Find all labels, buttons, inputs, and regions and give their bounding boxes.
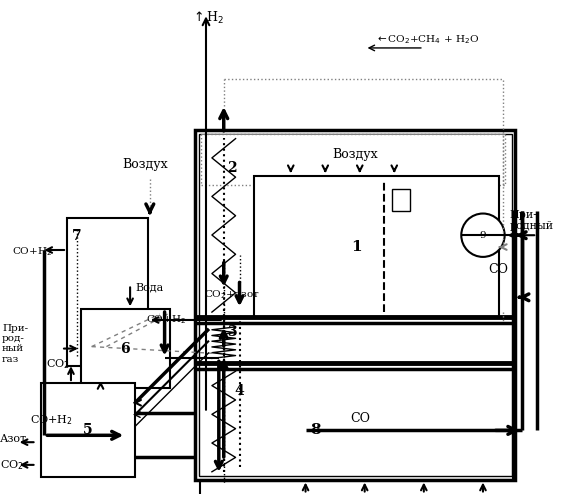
Text: 2: 2 xyxy=(226,161,237,175)
Bar xyxy=(209,309,270,472)
Text: 6: 6 xyxy=(120,342,130,355)
Text: CO+H$_2$: CO+H$_2$ xyxy=(12,246,52,258)
Text: 8: 8 xyxy=(310,424,321,438)
Text: CO+H$_2$: CO+H$_2$ xyxy=(146,314,186,326)
Text: CO$_2$: CO$_2$ xyxy=(0,458,24,472)
Text: 7: 7 xyxy=(72,229,81,243)
Circle shape xyxy=(461,214,505,257)
Text: $\uparrow$H$_2$: $\uparrow$H$_2$ xyxy=(192,10,224,26)
Text: Воздух: Воздух xyxy=(332,148,378,161)
Bar xyxy=(67,218,148,366)
Text: Воздух: Воздух xyxy=(122,158,167,171)
Text: CO+H$_2$: CO+H$_2$ xyxy=(30,414,72,428)
Bar xyxy=(81,309,170,388)
Bar xyxy=(195,130,515,480)
Text: 3: 3 xyxy=(226,325,237,339)
Text: 4: 4 xyxy=(235,384,244,398)
Text: Азот: Азот xyxy=(0,434,27,444)
Bar xyxy=(201,134,505,185)
Text: При-
родный: При- родный xyxy=(510,210,554,231)
Text: CO: CO xyxy=(488,263,508,276)
Bar xyxy=(254,176,498,317)
Text: $\leftarrow$CO$_2$+CH$_4$ + H$_2$O: $\leftarrow$CO$_2$+CH$_4$ + H$_2$O xyxy=(374,34,479,46)
Text: CO$_2$+азот: CO$_2$+азот xyxy=(204,288,260,302)
Text: Вода: Вода xyxy=(135,282,164,292)
Text: 9: 9 xyxy=(479,230,486,239)
Bar xyxy=(126,412,306,457)
Text: 5: 5 xyxy=(83,424,93,438)
Bar xyxy=(392,189,410,210)
Text: 1: 1 xyxy=(351,240,362,254)
Bar xyxy=(42,383,135,476)
Text: CO: CO xyxy=(350,412,370,426)
Bar xyxy=(199,134,511,475)
Text: CO$_2$: CO$_2$ xyxy=(46,358,70,371)
Text: При-
род-
ный
газ: При- род- ный газ xyxy=(2,324,28,364)
